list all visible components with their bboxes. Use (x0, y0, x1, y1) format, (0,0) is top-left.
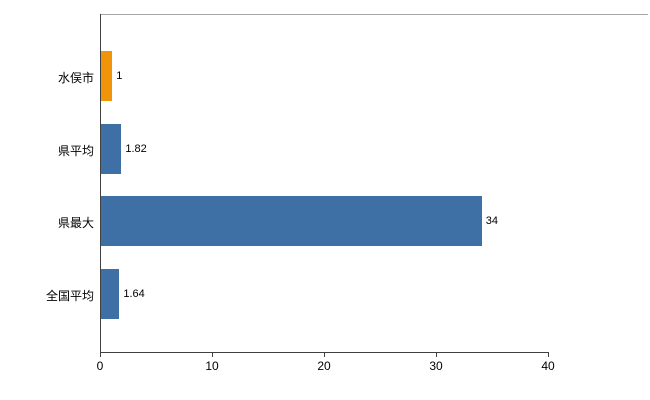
bar (101, 51, 113, 102)
category-label: 県最大 (57, 216, 94, 231)
bar (101, 123, 122, 174)
x-tick-label: 20 (317, 359, 331, 373)
value-label: 1.64 (123, 287, 145, 300)
category-label: 全国平均 (45, 288, 94, 303)
x-tick-label: 0 (96, 359, 104, 373)
plot-border-top (100, 14, 648, 15)
x-tick (548, 352, 549, 357)
chart-row: 水俣市 1 (0, 40, 650, 113)
chart-row: 県最大 34 (0, 185, 650, 258)
value-label: 1.82 (125, 142, 147, 155)
y-axis (100, 14, 101, 352)
category-label: 県平均 (57, 143, 94, 158)
x-tick (436, 352, 437, 357)
x-tick-label: 40 (541, 359, 555, 373)
bar (101, 268, 120, 319)
bar (101, 196, 482, 247)
value-label: 1 (116, 70, 123, 83)
chart-row: 県平均 1.82 (0, 113, 650, 186)
category-label: 水俣市 (57, 71, 94, 86)
value-label: 34 (485, 215, 499, 228)
x-tick-label: 10 (205, 359, 219, 373)
x-tick (212, 352, 213, 357)
x-tick-label: 30 (429, 359, 443, 373)
x-tick (324, 352, 325, 357)
x-tick (100, 352, 101, 357)
chart-row: 全国平均 1.64 (0, 258, 650, 331)
